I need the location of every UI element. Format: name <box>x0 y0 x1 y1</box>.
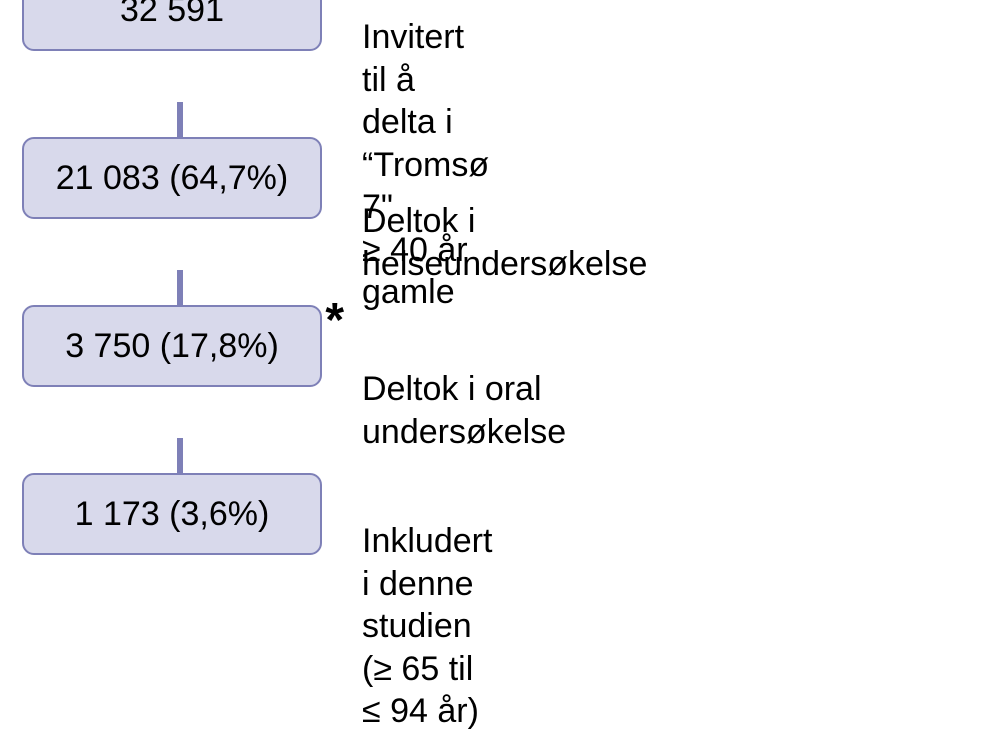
flow-desc-2-line1: Deltok i helseundersøkelse <box>362 200 647 285</box>
flowchart-container: 32 591 Invitert til å delta i “Tromsø 7"… <box>0 0 999 666</box>
flow-box-1: 32 591 <box>22 0 322 51</box>
flow-box-2-text: 21 083 (64,7%) <box>56 159 289 198</box>
asterisk-icon: * <box>325 293 344 348</box>
flow-desc-2: Deltok i helseundersøkelse <box>362 200 647 285</box>
flow-desc-1-line1: Invitert til å delta i “Tromsø 7" <box>362 16 489 229</box>
flow-box-3-text: 3 750 (17,8%) <box>65 327 279 366</box>
flow-box-3: 3 750 (17,8%) * <box>22 305 322 387</box>
flow-box-2: 21 083 (64,7%) <box>22 137 322 219</box>
flow-desc-4-line1: Inkludert i denne studien <box>362 520 492 648</box>
flow-desc-3: Deltok i oral undersøkelse <box>362 368 566 453</box>
flow-desc-4-line2: (≥ 65 til ≤ 94 år) <box>362 648 492 733</box>
flow-box-4: 1 173 (3,6%) <box>22 473 322 555</box>
flow-box-4-text: 1 173 (3,6%) <box>75 495 270 534</box>
flow-box-1-text: 32 591 <box>120 0 224 30</box>
flow-desc-4: Inkludert i denne studien (≥ 65 til ≤ 94… <box>362 520 492 733</box>
flow-desc-3-line1: Deltok i oral undersøkelse <box>362 368 566 453</box>
